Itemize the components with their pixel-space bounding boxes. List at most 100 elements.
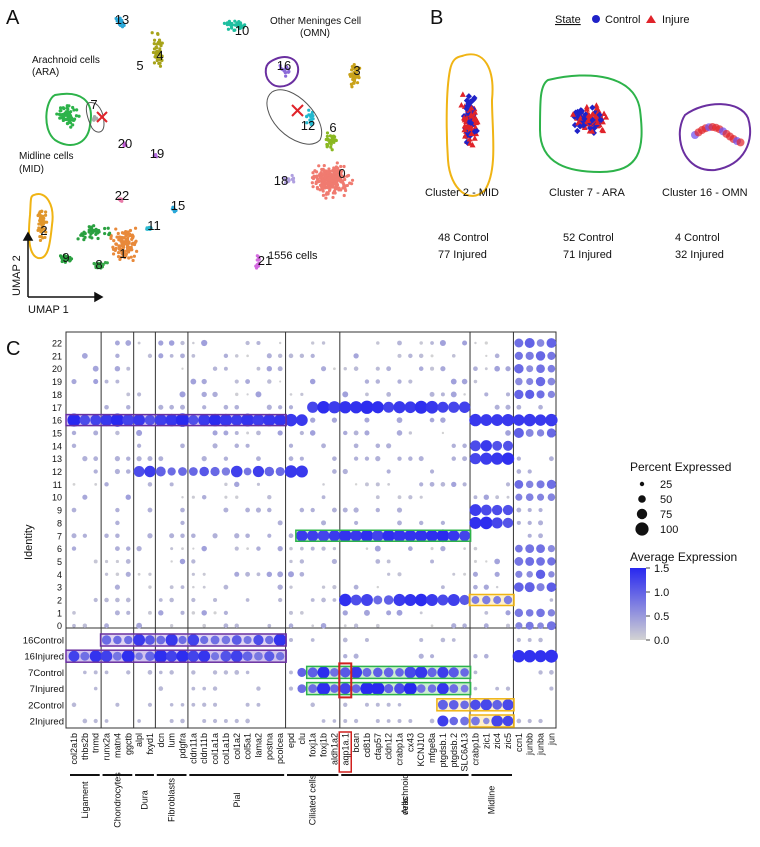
- umap-point: [44, 210, 48, 214]
- expression-dot: [483, 623, 489, 629]
- cell-count: 1556 cells: [268, 250, 318, 262]
- expression-dot: [234, 379, 239, 384]
- expression-dot: [404, 594, 417, 606]
- identity-label: 21: [52, 351, 62, 361]
- expression-dot: [440, 637, 446, 643]
- expression-dot: [311, 624, 315, 628]
- expression-dot: [223, 584, 229, 590]
- expression-dot: [82, 623, 88, 628]
- gene-label: aldh1a2: [329, 733, 339, 765]
- expression-dot: [482, 595, 491, 605]
- umap-point: [279, 66, 283, 70]
- expression-dot: [440, 482, 446, 487]
- expression-dot: [451, 456, 456, 461]
- umap-point: [132, 242, 137, 247]
- expression-dot: [165, 633, 178, 647]
- gene-label: zic5: [503, 733, 513, 749]
- expression-dot: [307, 401, 319, 413]
- umap-point: [154, 152, 158, 157]
- expression-dot: [546, 582, 557, 592]
- expression-dot: [384, 684, 394, 694]
- row-labels: 22212019181716151413121110987654321016Co…: [23, 339, 64, 728]
- umap-point: [133, 226, 138, 230]
- expression-dot: [311, 341, 315, 345]
- expression-dot: [114, 365, 121, 372]
- expression-dot: [122, 414, 135, 427]
- expression-dot: [169, 597, 174, 603]
- umap-point: [92, 116, 96, 120]
- umap-cluster-label: 15: [171, 198, 185, 213]
- expression-dot: [221, 635, 231, 645]
- expression-dot: [448, 667, 459, 678]
- expression-dot: [310, 507, 315, 513]
- umap-point: [328, 134, 333, 138]
- expression-dot: [310, 638, 315, 642]
- expression-dot: [231, 635, 242, 645]
- umap-point: [278, 63, 282, 68]
- umap-point: [314, 180, 318, 184]
- expression-dot: [505, 482, 511, 487]
- umap-point: [118, 257, 122, 262]
- expression-dot: [181, 495, 184, 499]
- expression-dot: [93, 456, 99, 462]
- umap-point: [311, 114, 315, 118]
- percent-legend-label: 50: [660, 494, 672, 506]
- umap-point: [44, 230, 48, 234]
- omn-outline-small: [266, 89, 323, 145]
- expression-dot: [449, 716, 459, 726]
- identity-label: 18: [52, 390, 62, 400]
- expression-dot: [191, 597, 196, 603]
- expression-dot: [169, 585, 174, 590]
- expression-dot: [393, 401, 406, 414]
- umap-point: [130, 248, 134, 252]
- highlight-2-outline: [468, 593, 515, 607]
- gene-label: clu: [297, 733, 307, 745]
- umap-point: [108, 231, 112, 235]
- umap-point: [326, 137, 330, 142]
- umap-point: [348, 181, 352, 185]
- percent-legend-dot: [638, 495, 646, 503]
- expression-dot: [71, 546, 77, 551]
- expression-dot: [404, 529, 417, 542]
- gene-label: cldn11a: [188, 733, 198, 764]
- ara-annotation: Arachnoid cells: [32, 55, 100, 66]
- expression-dot: [452, 572, 456, 576]
- umap-point: [121, 236, 125, 240]
- percent-legend-dot: [639, 481, 645, 487]
- umap-point: [290, 177, 295, 182]
- expression-dot: [353, 456, 359, 461]
- gene-label: ptgdsb.1: [438, 733, 448, 768]
- umap-point: [95, 231, 99, 235]
- expression-dot: [289, 585, 293, 589]
- expression-dot: [527, 718, 532, 724]
- expression-dot: [343, 367, 347, 371]
- expression-dot: [414, 529, 428, 542]
- expression-dot: [473, 686, 478, 691]
- expression-dot: [494, 558, 501, 565]
- expression-dot: [525, 389, 535, 400]
- expression-dot: [516, 718, 522, 724]
- expression-dot: [212, 670, 218, 675]
- expression-dot: [451, 638, 456, 642]
- expression-dot: [245, 443, 250, 448]
- identity-label: 15: [52, 428, 62, 438]
- legend-injure-label: Injure: [662, 14, 690, 26]
- expression-dot: [147, 533, 153, 539]
- expression-dot: [289, 559, 293, 564]
- expression-dot: [308, 684, 318, 694]
- expression-dot: [546, 428, 557, 438]
- expression-dot: [180, 585, 185, 590]
- gene-label: bcan: [351, 733, 361, 753]
- expression-dot: [527, 533, 532, 538]
- expression-dot: [525, 493, 534, 502]
- expression-dot: [266, 404, 272, 410]
- expression-dot: [245, 702, 250, 707]
- expression-dot: [321, 597, 326, 603]
- expression-dot: [158, 340, 164, 346]
- expression-dot: [167, 467, 176, 476]
- umap-point: [330, 148, 334, 152]
- state-point-injured: [468, 130, 475, 136]
- expression-dot: [254, 651, 263, 661]
- expression-dot: [320, 366, 327, 372]
- expression-dot: [375, 507, 380, 513]
